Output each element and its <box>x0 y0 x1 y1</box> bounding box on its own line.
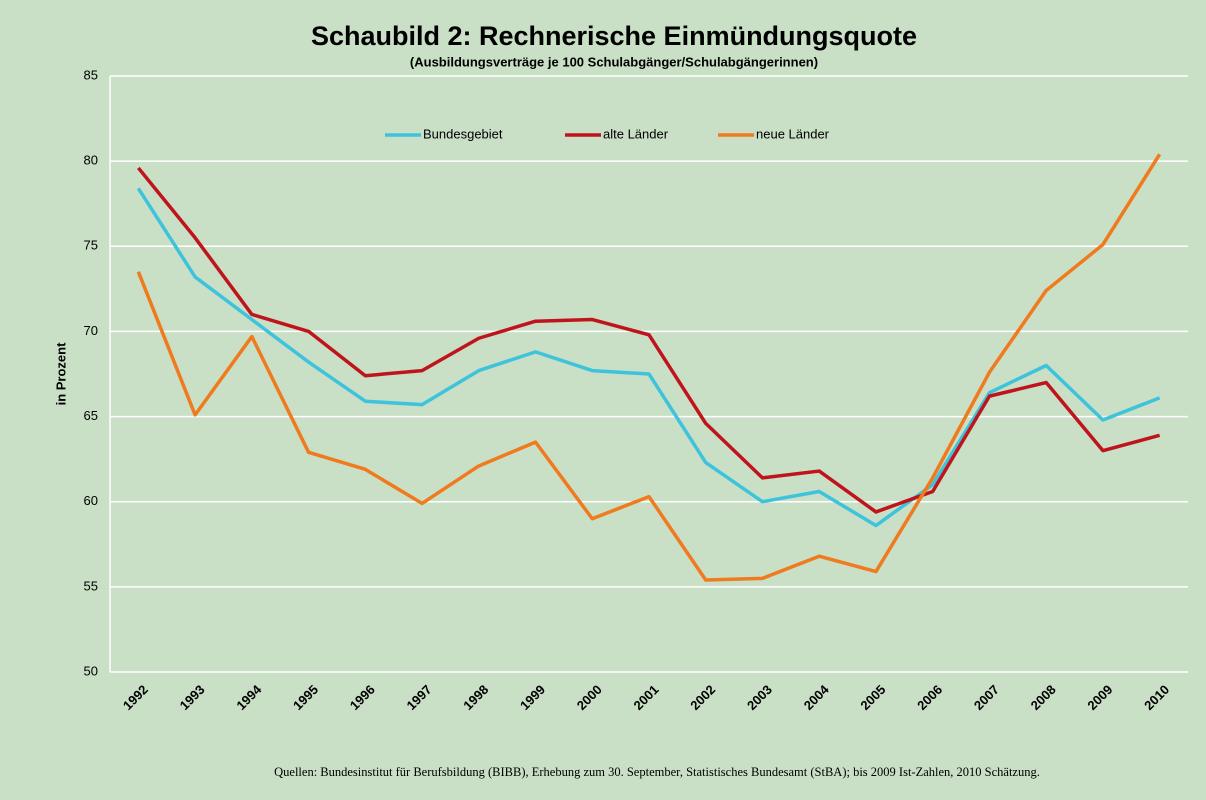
y-axis-label: in Prozent <box>53 342 68 406</box>
chart-title: Schaubild 2: Rechnerische Einmündungsquo… <box>311 21 917 51</box>
legend-label: alte Länder <box>603 126 669 141</box>
y-tick-label: 65 <box>84 408 98 423</box>
y-tick-label: 75 <box>84 238 98 253</box>
source-note: Quellen: Bundesinstitut für Berufsbildun… <box>274 765 1040 779</box>
y-tick-label: 80 <box>84 153 98 168</box>
legend-label: Bundesgebiet <box>423 126 503 141</box>
data-line <box>137 166 1161 514</box>
y-tick-label: 70 <box>84 323 98 338</box>
data-line <box>136 153 1162 582</box>
y-tick-label: 60 <box>84 493 98 508</box>
chart-subtitle: (Ausbildungsverträge je 100 Schulabgänge… <box>410 54 818 69</box>
y-tick-label: 85 <box>84 67 98 82</box>
legend-label: neue Länder <box>756 126 830 141</box>
y-tick-label: 55 <box>84 578 98 593</box>
data-line <box>136 187 1161 528</box>
y-tick-label: 50 <box>84 663 98 678</box>
